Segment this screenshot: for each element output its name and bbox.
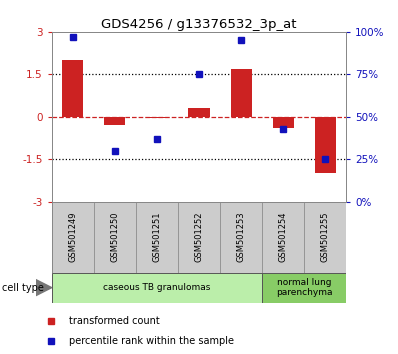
Text: GSM501252: GSM501252 <box>195 212 203 262</box>
Bar <box>315 117 336 173</box>
Text: GSM501249: GSM501249 <box>68 212 77 262</box>
Bar <box>220 202 262 273</box>
Text: GSM501250: GSM501250 <box>110 212 119 262</box>
Bar <box>230 69 252 117</box>
Text: percentile rank within the sample: percentile rank within the sample <box>69 336 234 346</box>
Bar <box>262 202 304 273</box>
Bar <box>262 273 346 303</box>
Text: cell type: cell type <box>2 282 44 293</box>
Text: caseous TB granulomas: caseous TB granulomas <box>103 283 211 292</box>
Text: normal lung
parenchyma: normal lung parenchyma <box>276 278 332 297</box>
Text: GSM501254: GSM501254 <box>279 212 288 262</box>
Bar <box>146 117 168 118</box>
Text: GSM501255: GSM501255 <box>321 212 330 262</box>
Bar <box>52 202 94 273</box>
Bar <box>178 202 220 273</box>
Polygon shape <box>36 280 52 296</box>
Title: GDS4256 / g13376532_3p_at: GDS4256 / g13376532_3p_at <box>101 18 297 31</box>
Bar <box>104 117 125 125</box>
Bar <box>136 202 178 273</box>
Bar <box>94 202 136 273</box>
Bar <box>273 117 294 128</box>
Text: GSM501253: GSM501253 <box>236 212 246 263</box>
Bar <box>304 202 346 273</box>
Bar <box>62 60 83 117</box>
Bar <box>189 108 209 117</box>
Text: GSM501251: GSM501251 <box>152 212 162 262</box>
Text: transformed count: transformed count <box>69 316 160 326</box>
Bar <box>52 273 262 303</box>
